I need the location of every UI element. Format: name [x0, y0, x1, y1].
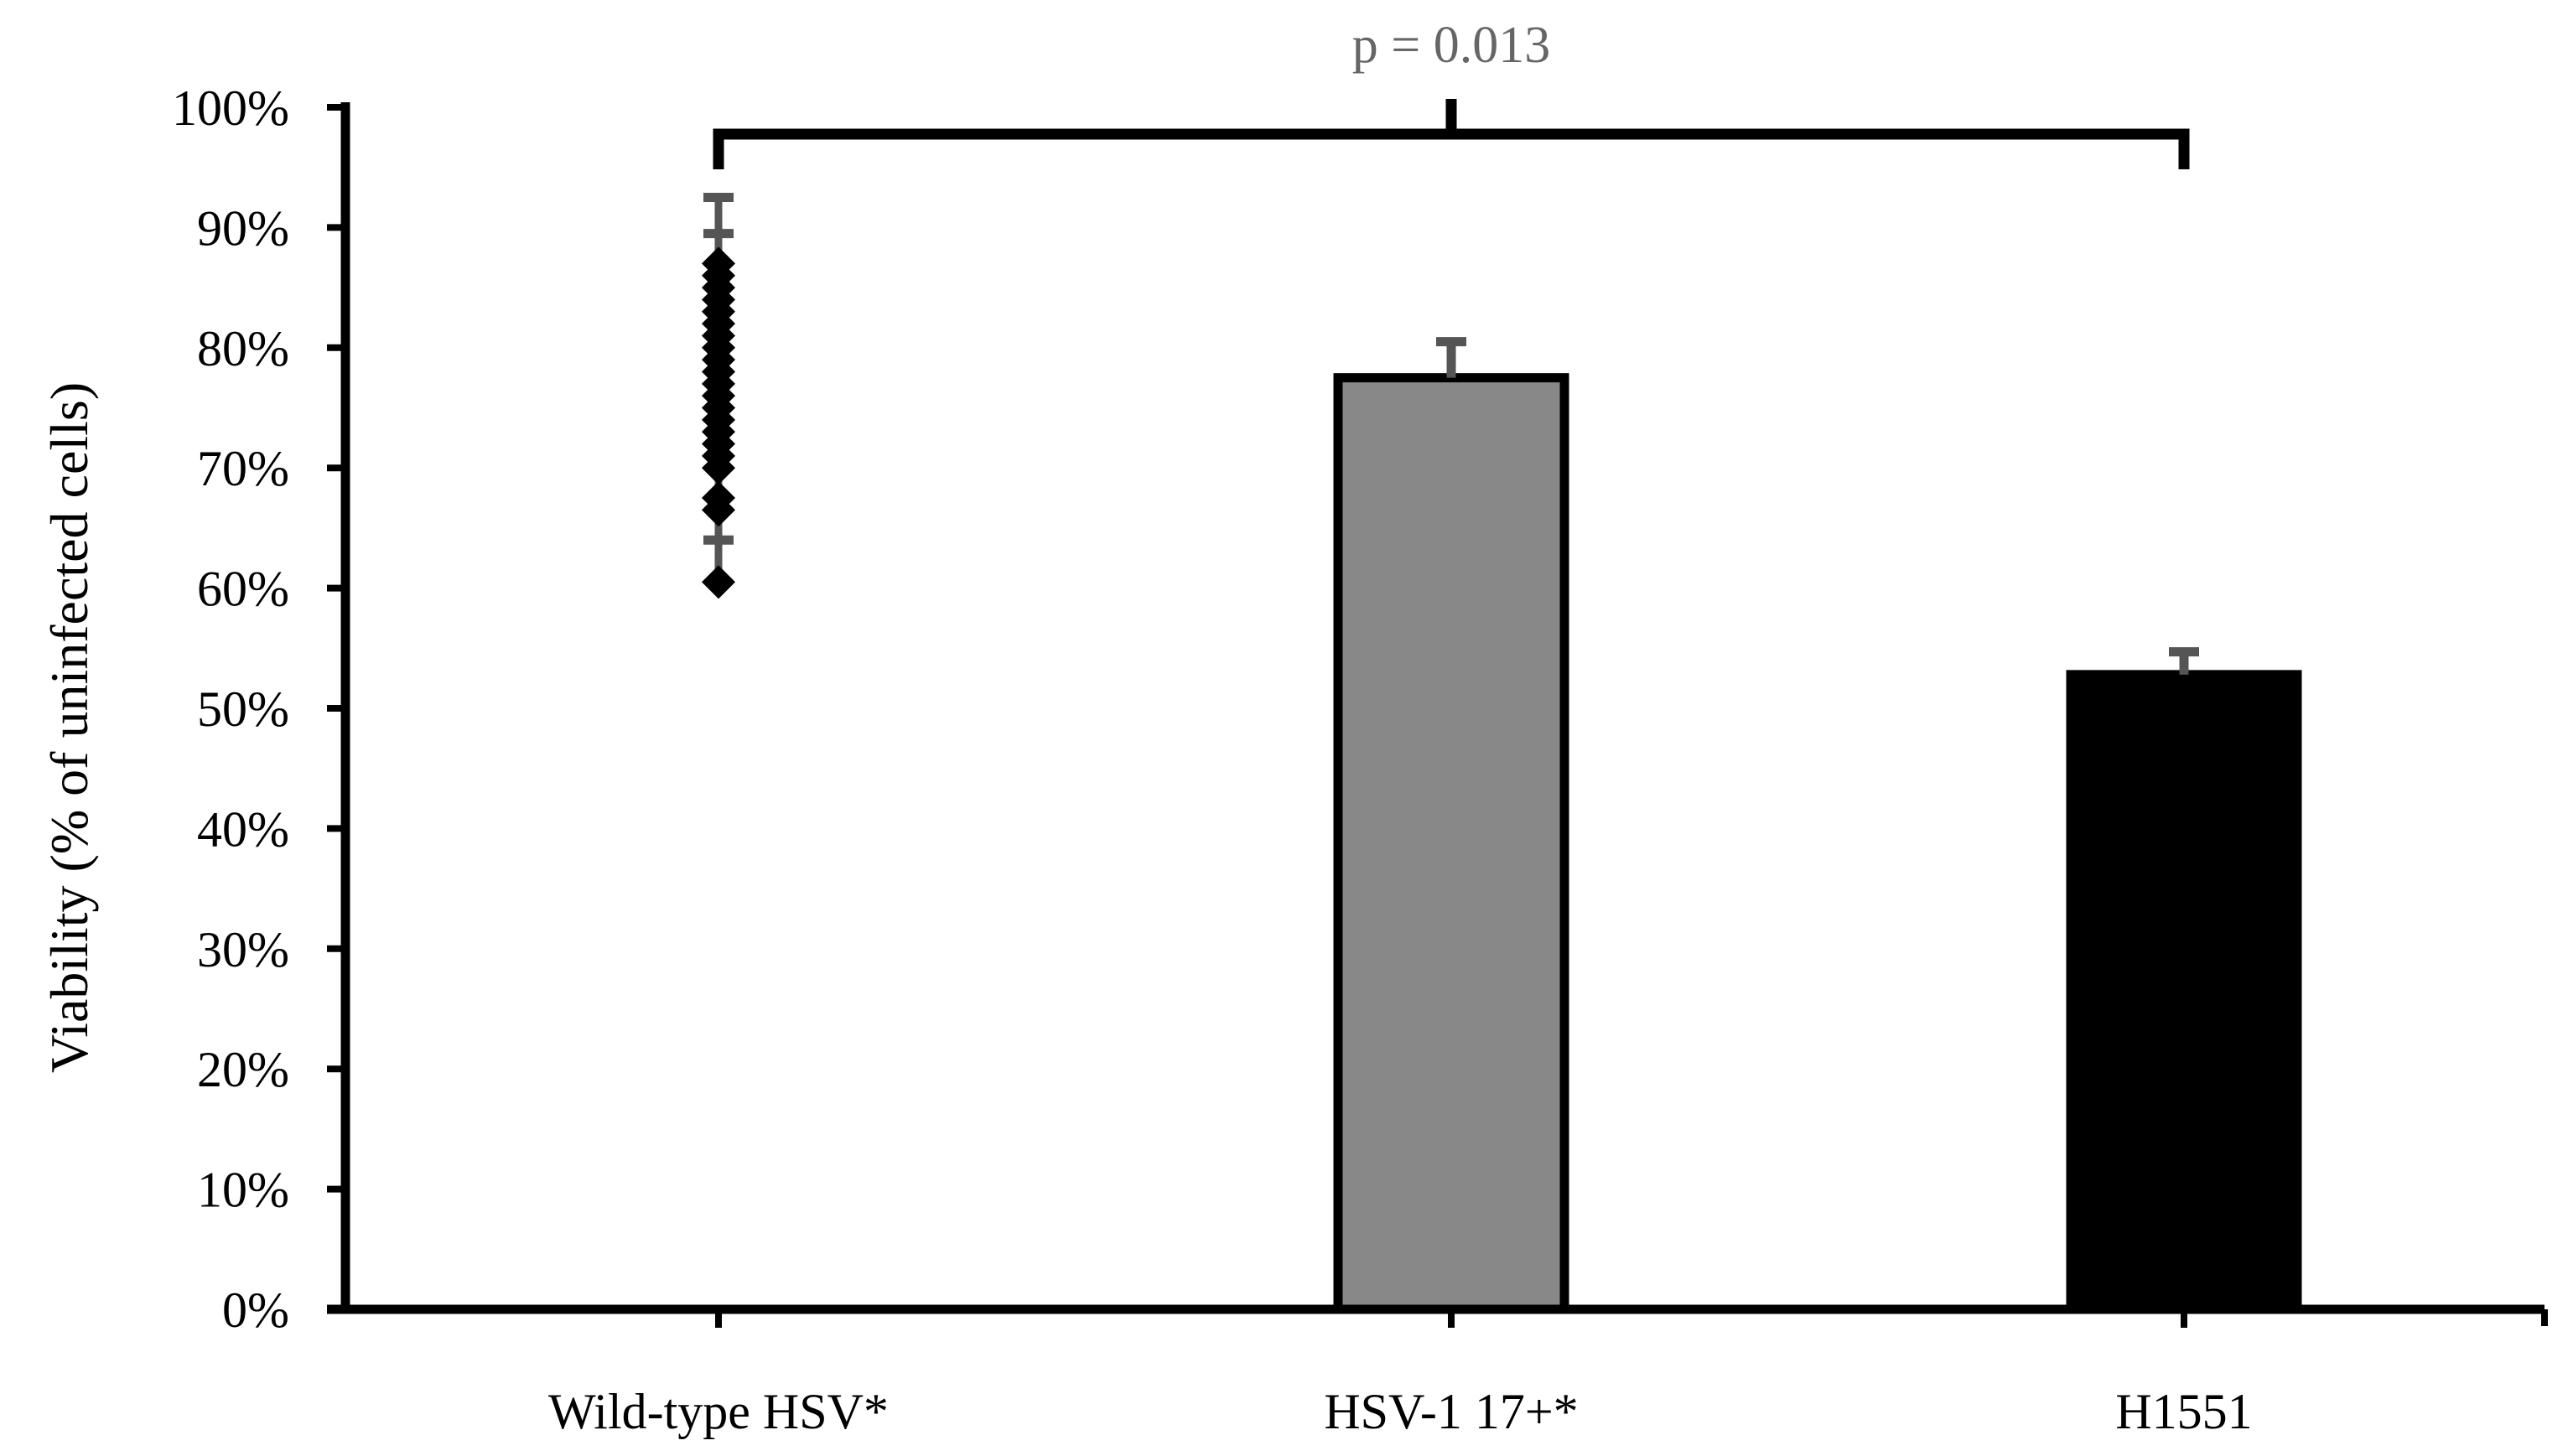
p-value-label: p = 0.013 [1352, 17, 1550, 74]
y-tick-label: 80% [197, 321, 289, 376]
y-tick-label: 70% [197, 441, 289, 496]
y-tick-label: 60% [197, 562, 289, 617]
data-point [702, 246, 735, 281]
bracket-line [713, 128, 2190, 169]
x-tick-label: HSV-1 17+* [1324, 1384, 1578, 1439]
wild-type-points [702, 193, 735, 599]
x-tick-label: Wild-type HSV* [548, 1384, 889, 1439]
x-tick-label: H1551 [2115, 1384, 2252, 1439]
y-axis-ticks: 0% 10% 20% 30% 40% 50% 60% 70% 80% 90% 100% [172, 80, 345, 1338]
y-tick-label: 100% [172, 80, 289, 136]
bar-1 [1333, 373, 1569, 1314]
y-tick-label: 0% [222, 1282, 289, 1338]
category-labels: Wild-type HSV* HSV-1 17+* H1551 [548, 1384, 2253, 1439]
y-tick-label: 50% [197, 681, 289, 737]
y-tick-label: 20% [197, 1042, 289, 1097]
y-tick-label: 10% [197, 1163, 289, 1218]
bar-2 [2066, 670, 2302, 1314]
y-tick-label: 30% [197, 922, 289, 977]
y-axis-title: Viability (% of uninfected cells) [39, 382, 99, 1073]
data-point [702, 481, 735, 516]
bars [1333, 337, 2302, 1314]
significance-bracket: p = 0.013 [713, 17, 2190, 169]
data-point [702, 565, 735, 599]
y-tick-label: 40% [197, 801, 289, 857]
y-tick-label: 90% [197, 200, 289, 256]
